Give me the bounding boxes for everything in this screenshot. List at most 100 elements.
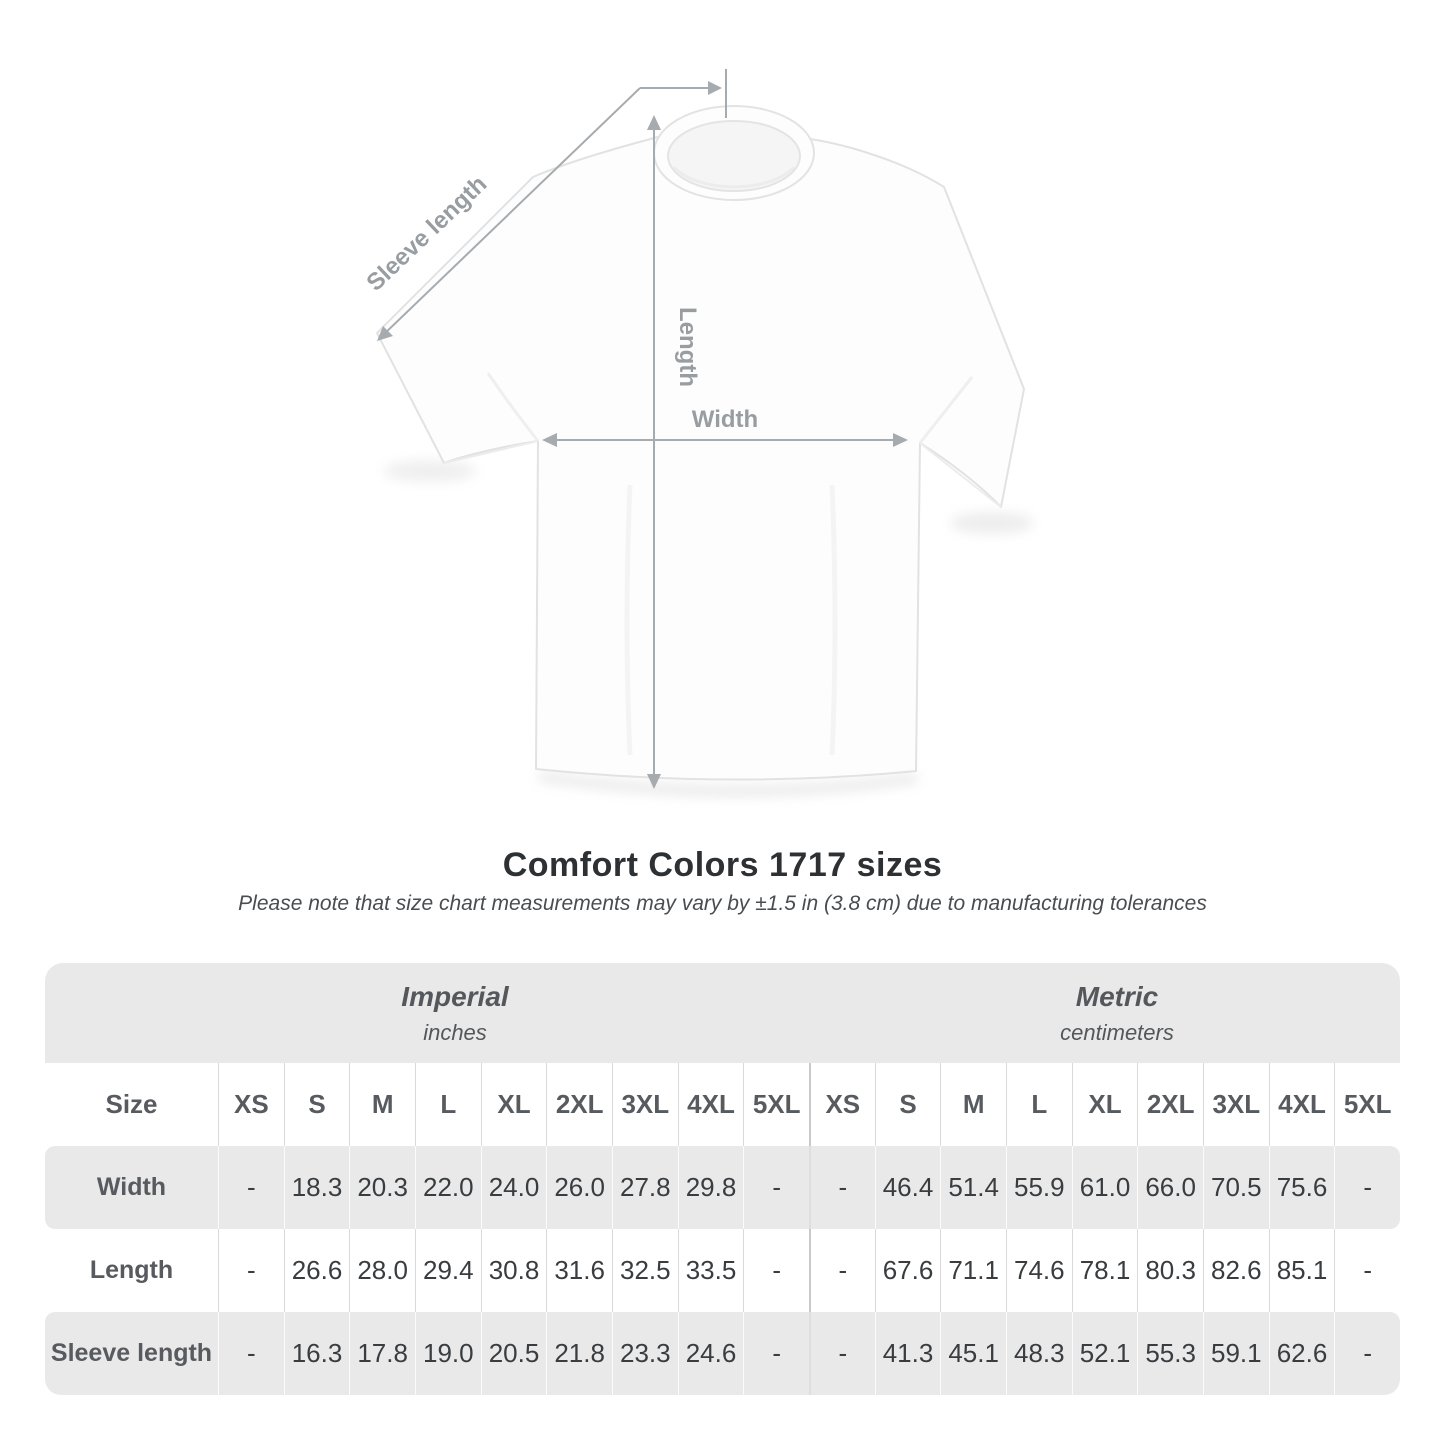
cell-metric: 55.3 xyxy=(1137,1312,1203,1395)
cell-imperial: 29.8 xyxy=(677,1146,744,1229)
row-label: Length xyxy=(89,1256,174,1284)
cell-imperial: - xyxy=(218,1312,284,1395)
size-col-header: 2XL xyxy=(1137,1063,1203,1146)
size-col-header: S xyxy=(283,1063,350,1146)
page-subtitle: Please note that size chart measurements… xyxy=(238,892,1207,915)
cell-metric: - xyxy=(1334,1312,1400,1395)
tshirt-shadows xyxy=(384,460,1034,797)
cell-metric: 85.1 xyxy=(1268,1229,1335,1312)
cell-imperial: 21.8 xyxy=(546,1312,612,1395)
size-col-header: M xyxy=(349,1063,415,1146)
section-metric-unit: centimeters xyxy=(1060,1019,1174,1045)
row-label: Width xyxy=(96,1173,167,1201)
cell-metric: 66.0 xyxy=(1137,1146,1203,1229)
cell-metric: 71.1 xyxy=(940,1229,1006,1312)
table-row: Sleeve length -16.3 17.8 19.0 20.5 21.8 23.3 24… xyxy=(45,1312,1400,1395)
cell-imperial: 22.0 xyxy=(414,1146,481,1229)
sleeve-length-arrow xyxy=(377,69,727,341)
cell-imperial: 24.6 xyxy=(677,1312,744,1395)
cell-imperial: 26.0 xyxy=(546,1146,612,1229)
size-col-header: 4XL xyxy=(677,1063,744,1146)
cell-imperial: - xyxy=(743,1146,809,1229)
cell-metric: 80.3 xyxy=(1137,1229,1203,1312)
cell-imperial: 29.4 xyxy=(414,1229,481,1312)
cell-imperial: 16.3 xyxy=(283,1312,350,1395)
cell-metric: - xyxy=(808,1146,875,1229)
cell-metric: - xyxy=(808,1229,875,1312)
tshirt-collar xyxy=(653,105,815,201)
cell-imperial: 28.0 xyxy=(349,1229,415,1312)
cell-metric: 59.1 xyxy=(1202,1312,1269,1395)
size-col-header: XL xyxy=(480,1063,547,1146)
size-col-header: L xyxy=(414,1063,481,1146)
section-imperial-unit: inches xyxy=(423,1019,487,1045)
size-col-header: 5XL xyxy=(1334,1063,1400,1146)
section-imperial: Imperial inches xyxy=(401,963,508,1063)
size-col-header: 2XL xyxy=(546,1063,612,1146)
cell-metric: - xyxy=(1334,1229,1400,1312)
cell-imperial: - xyxy=(218,1229,284,1312)
cell-imperial: 30.8 xyxy=(480,1229,547,1312)
width-arrow xyxy=(542,433,908,447)
cell-metric: 45.1 xyxy=(940,1312,1006,1395)
cell-metric: 74.6 xyxy=(1005,1229,1072,1312)
cell-imperial: 20.5 xyxy=(480,1312,547,1395)
cell-metric: 41.3 xyxy=(874,1312,941,1395)
size-col-header: XL xyxy=(1071,1063,1138,1146)
cell-imperial: 31.6 xyxy=(546,1229,612,1312)
tshirt-body xyxy=(376,136,1025,781)
cell-imperial: 26.6 xyxy=(283,1229,350,1312)
tshirt-diagram: Sleeve length Length Width xyxy=(361,69,1034,797)
cell-imperial: 17.8 xyxy=(349,1312,415,1395)
cell-imperial: 19.0 xyxy=(414,1312,481,1395)
size-col-header: S xyxy=(874,1063,941,1146)
size-col-header: 3XL xyxy=(1202,1063,1269,1146)
cell-imperial: 27.8 xyxy=(611,1146,678,1229)
size-col-header: 4XL xyxy=(1268,1063,1335,1146)
cell-imperial: 32.5 xyxy=(611,1229,678,1312)
table-row: Length -26.6 28.0 29.4 30.8 31.6 32.5 33.5- -67.… xyxy=(45,1229,1400,1312)
cell-imperial: - xyxy=(743,1229,809,1312)
width-label: Width xyxy=(692,406,758,433)
section-metric-name: Metric xyxy=(1075,980,1159,1012)
cell-metric: 78.1 xyxy=(1071,1229,1138,1312)
size-col-header: XS xyxy=(218,1063,284,1146)
size-col-header: L xyxy=(1005,1063,1072,1146)
cell-metric: 75.6 xyxy=(1268,1146,1335,1229)
size-col-header: 5XL xyxy=(743,1063,809,1146)
cell-imperial: 20.3 xyxy=(349,1146,415,1229)
section-imperial-name: Imperial xyxy=(401,980,509,1012)
cell-metric: - xyxy=(808,1312,875,1395)
cell-imperial: 24.0 xyxy=(480,1146,547,1229)
cell-metric: 52.1 xyxy=(1071,1312,1138,1395)
unit-header-band: Imperial inches Metric centimeters xyxy=(45,963,1400,1063)
table-row: Width -18.3 20.3 22.0 24.0 26.0 27.8 29.8- -46.4… xyxy=(45,1146,1400,1229)
cell-metric: 61.0 xyxy=(1071,1146,1138,1229)
cell-metric: 51.4 xyxy=(940,1146,1006,1229)
size-col-header: XS xyxy=(808,1063,875,1146)
cell-metric: 46.4 xyxy=(874,1146,941,1229)
size-col-header: 3XL xyxy=(611,1063,678,1146)
cell-metric: 55.9 xyxy=(1005,1146,1072,1229)
cell-imperial: 23.3 xyxy=(611,1312,678,1395)
table-rows: Size XS S M L XL 2XL 3XL 4XL 5XL XS S M L XL 2XL 3XL 4XL 5… xyxy=(45,1063,1400,1395)
cell-metric: 48.3 xyxy=(1005,1312,1072,1395)
cell-metric: - xyxy=(1334,1146,1400,1229)
size-header-cell: Size xyxy=(105,1089,158,1119)
length-label: Length xyxy=(674,307,701,387)
cell-metric: 82.6 xyxy=(1202,1229,1269,1312)
cell-imperial: 33.5 xyxy=(677,1229,744,1312)
cell-metric: 67.6 xyxy=(874,1229,941,1312)
cell-imperial: - xyxy=(743,1312,809,1395)
size-col-header: M xyxy=(940,1063,1006,1146)
page-title: Comfort Colors 1717 sizes xyxy=(502,846,943,884)
cell-imperial: 18.3 xyxy=(283,1146,350,1229)
size-header-row: Size XS S M L XL 2XL 3XL 4XL 5XL XS S M L XL 2XL 3XL 4XL 5… xyxy=(45,1063,1400,1146)
size-table: Imperial inches Metric centimeters Size X… xyxy=(45,963,1400,1395)
section-metric: Metric centimeters xyxy=(1060,963,1174,1063)
tshirt-graphic xyxy=(376,105,1025,781)
cell-metric: 70.5 xyxy=(1202,1146,1269,1229)
cell-metric: 62.6 xyxy=(1268,1312,1335,1395)
row-label: Sleeve length xyxy=(50,1339,213,1367)
